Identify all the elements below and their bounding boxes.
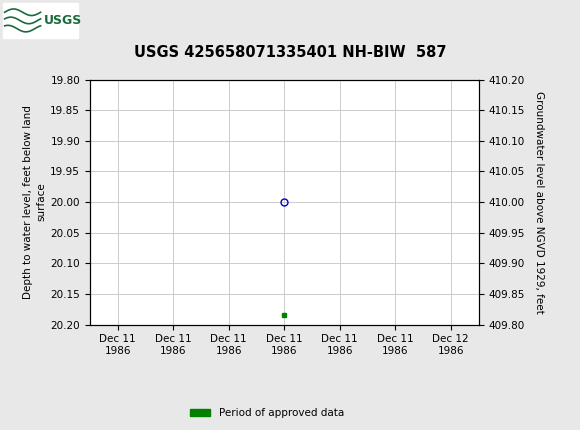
Text: USGS 425658071335401 NH-BIW  587: USGS 425658071335401 NH-BIW 587 [134, 45, 446, 60]
Legend: Period of approved data: Period of approved data [186, 404, 348, 423]
Bar [3, 3, 78, 37]
Y-axis label: Groundwater level above NGVD 1929, feet: Groundwater level above NGVD 1929, feet [534, 91, 544, 313]
Y-axis label: Depth to water level, feet below land
surface: Depth to water level, feet below land su… [23, 105, 46, 299]
Text: USGS: USGS [44, 14, 82, 27]
